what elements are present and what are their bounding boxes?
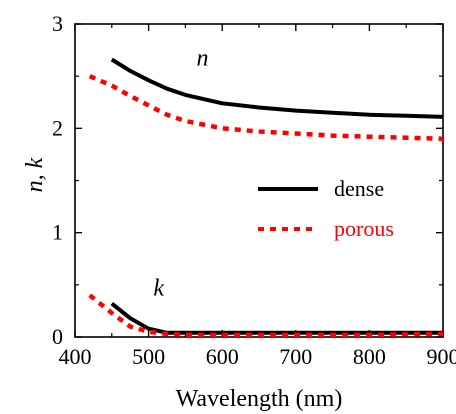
x-axis-title: Wavelength (nm) [176,386,343,412]
x-tick-label: 900 [427,344,456,369]
legend-label-dense: dense [334,176,384,201]
y-tick-label: 2 [52,115,63,140]
annotation-n: n [196,46,208,72]
y-axis-title: n, k [22,157,48,192]
legend: dense porous [258,176,394,241]
x-tick-label: 500 [132,344,165,369]
x-tick-label: 800 [353,344,386,369]
tick-labels: 400 500 600 700 800 900 0 1 2 3 [52,11,456,369]
y-tick-label: 1 [52,220,63,245]
x-tick-label: 400 [59,344,92,369]
series-dense-k [110,302,443,335]
series-layer [88,57,444,338]
y-tick-label: 3 [52,11,63,36]
legend-label-porous: porous [334,216,394,241]
y-tick-label: 0 [52,324,63,349]
annotation-k: k [153,275,164,301]
x-tick-label: 600 [206,344,239,369]
series-dense-n [110,57,444,119]
x-tick-label: 700 [279,344,312,369]
series-porous-n [88,74,444,142]
series-porous-k [88,293,444,338]
